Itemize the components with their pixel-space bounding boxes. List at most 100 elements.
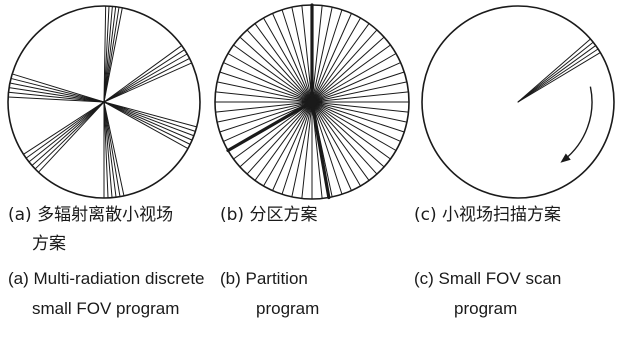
panel-b-spoke bbox=[254, 23, 313, 103]
panel-b-spoke bbox=[311, 23, 370, 103]
panel-b-spoke bbox=[219, 101, 313, 133]
panel-a-fan-3-spoke bbox=[103, 101, 117, 198]
panel-b-spoke bbox=[311, 9, 343, 103]
panel-c-fan-spoke bbox=[517, 45, 597, 103]
panel-c-fan-spoke bbox=[517, 38, 591, 103]
panel-a-fan-4-spoke bbox=[38, 101, 105, 173]
panel-c-fan-spoke bbox=[517, 48, 599, 103]
panel-b-spoke bbox=[272, 12, 313, 103]
panel-b-spoke bbox=[233, 44, 313, 103]
panel-b-spoke bbox=[216, 81, 313, 103]
panel-a-fan-0-spoke bbox=[103, 6, 120, 103]
panel-a-fan-0-spoke bbox=[103, 5, 107, 103]
panel-a-fan-5-spoke bbox=[9, 82, 105, 103]
panel-a-fan-2-spoke bbox=[103, 101, 196, 132]
panel-c-fan-spoke bbox=[517, 52, 601, 103]
panel-b-spoke bbox=[311, 91, 409, 103]
panel-b-spoke bbox=[311, 71, 405, 103]
panel-a-fan-4-spoke bbox=[22, 101, 105, 155]
panel-b-spoke bbox=[311, 101, 361, 187]
caption-en-a-line1: (a) Multi-radiation discrete bbox=[8, 269, 205, 288]
caption-en-c-line1: (c) Small FOV scan bbox=[414, 269, 562, 288]
panel-b-center-hub bbox=[307, 97, 317, 107]
panel-b-spoke bbox=[311, 101, 409, 113]
panel-b-spoke bbox=[311, 101, 397, 151]
panel-b-spoke bbox=[239, 101, 313, 168]
caption-cn-b: (b) 分区方案 bbox=[220, 205, 318, 225]
panel-b-spoke bbox=[311, 101, 385, 168]
panel-c-scan-arc bbox=[563, 86, 593, 161]
panel-b-spoke bbox=[311, 101, 402, 142]
panel-a-fan-4-spoke bbox=[34, 101, 105, 170]
panel-b-spoke bbox=[246, 101, 313, 175]
panel-b-spoke bbox=[291, 101, 313, 198]
panel-b-spoke bbox=[263, 101, 313, 187]
panel-b-spoke bbox=[311, 53, 397, 103]
panel-b-spoke bbox=[311, 5, 323, 103]
panel-b-spoke bbox=[311, 101, 370, 181]
panel-a-fan-1-spoke bbox=[103, 62, 193, 103]
panel-a-fan-0-spoke bbox=[103, 7, 123, 103]
panel-b-spoke bbox=[227, 53, 313, 103]
panel-b-spoke bbox=[216, 101, 313, 123]
panel-c-fan-spoke bbox=[517, 41, 594, 103]
panel-a-fan-2-spoke bbox=[103, 101, 198, 128]
caption-en-c-line2: program bbox=[454, 299, 518, 318]
panel-b-spoke bbox=[311, 101, 405, 133]
panel-a-fan-4-spoke bbox=[28, 101, 105, 163]
panel-b-spoke bbox=[281, 101, 313, 195]
panel-b-spoke bbox=[233, 101, 313, 160]
panel-b-spoke bbox=[311, 62, 402, 103]
panel-b-spoke bbox=[311, 36, 385, 103]
panel-a-fan-5-spoke bbox=[10, 77, 105, 103]
caption-cn-c: (c) 小视场扫描方案 bbox=[414, 205, 562, 225]
panel-b-spoke bbox=[291, 6, 313, 103]
panel-a-multi-radiation-diagram bbox=[7, 5, 201, 199]
panel-a-fan-0-spoke bbox=[103, 5, 110, 103]
panel-b-spoke bbox=[311, 101, 391, 160]
panel-a-fan-1-spoke bbox=[103, 45, 183, 103]
panel-b-spoke bbox=[311, 101, 408, 123]
panel-a-fan-4-spoke bbox=[31, 101, 105, 166]
panel-b-spoke bbox=[311, 101, 343, 195]
panel-b-spoke bbox=[311, 12, 352, 103]
panel-b-spoke bbox=[219, 71, 313, 103]
panel-a-fan-5-spoke bbox=[7, 96, 105, 103]
panel-a-fan-3-spoke bbox=[103, 101, 121, 198]
panel-c-circle bbox=[421, 5, 615, 199]
panel-a-fan-0-spoke bbox=[103, 5, 113, 103]
panel-a-fan-0-spoke bbox=[103, 6, 117, 103]
panel-b-spoke bbox=[263, 17, 313, 103]
panel-a-fan-3-spoke bbox=[103, 101, 109, 199]
panel-b-bold-spoke bbox=[310, 100, 331, 200]
panel-a-fan-1-spoke bbox=[103, 49, 186, 103]
panel-b-spoke bbox=[301, 101, 313, 199]
panel-b-spoke bbox=[254, 101, 313, 181]
panel-b-partition-diagram bbox=[214, 3, 410, 200]
panel-b-spoke bbox=[311, 6, 333, 103]
caption-en-b-line1: (b) Partition bbox=[220, 269, 308, 288]
panel-b-spoke bbox=[301, 5, 313, 103]
panel-b-spoke bbox=[239, 36, 313, 103]
caption-cn-a-line1: (a) 多辐射离散小视场 bbox=[8, 205, 174, 225]
panel-b-spoke bbox=[311, 44, 391, 103]
panel-a-fan-3-spoke bbox=[103, 101, 113, 199]
caption-cn-a-line2: 方案 bbox=[32, 234, 66, 254]
caption-en-b-line2: program bbox=[256, 299, 320, 318]
panel-b-bold-spoke bbox=[226, 100, 314, 153]
panel-b-spoke bbox=[246, 29, 313, 103]
panel-a-fan-3-spoke bbox=[103, 101, 125, 197]
panel-a-fan-2-spoke bbox=[103, 101, 193, 141]
panel-a-fan-1-spoke bbox=[103, 57, 191, 103]
panel-b-spoke bbox=[272, 101, 313, 192]
panel-b-spoke bbox=[311, 81, 408, 103]
panel-b-spoke bbox=[281, 9, 313, 103]
figure-panels bbox=[7, 3, 615, 200]
panel-b-spoke bbox=[222, 62, 313, 103]
panel-b-spoke bbox=[311, 101, 352, 192]
panel-a-fan-2-spoke bbox=[103, 101, 191, 145]
panel-a-fan-2-spoke bbox=[103, 101, 189, 150]
panel-b-spoke bbox=[311, 29, 378, 103]
panel-a-fan-5-spoke bbox=[8, 87, 105, 103]
panel-a-fan-4-spoke bbox=[25, 101, 105, 159]
